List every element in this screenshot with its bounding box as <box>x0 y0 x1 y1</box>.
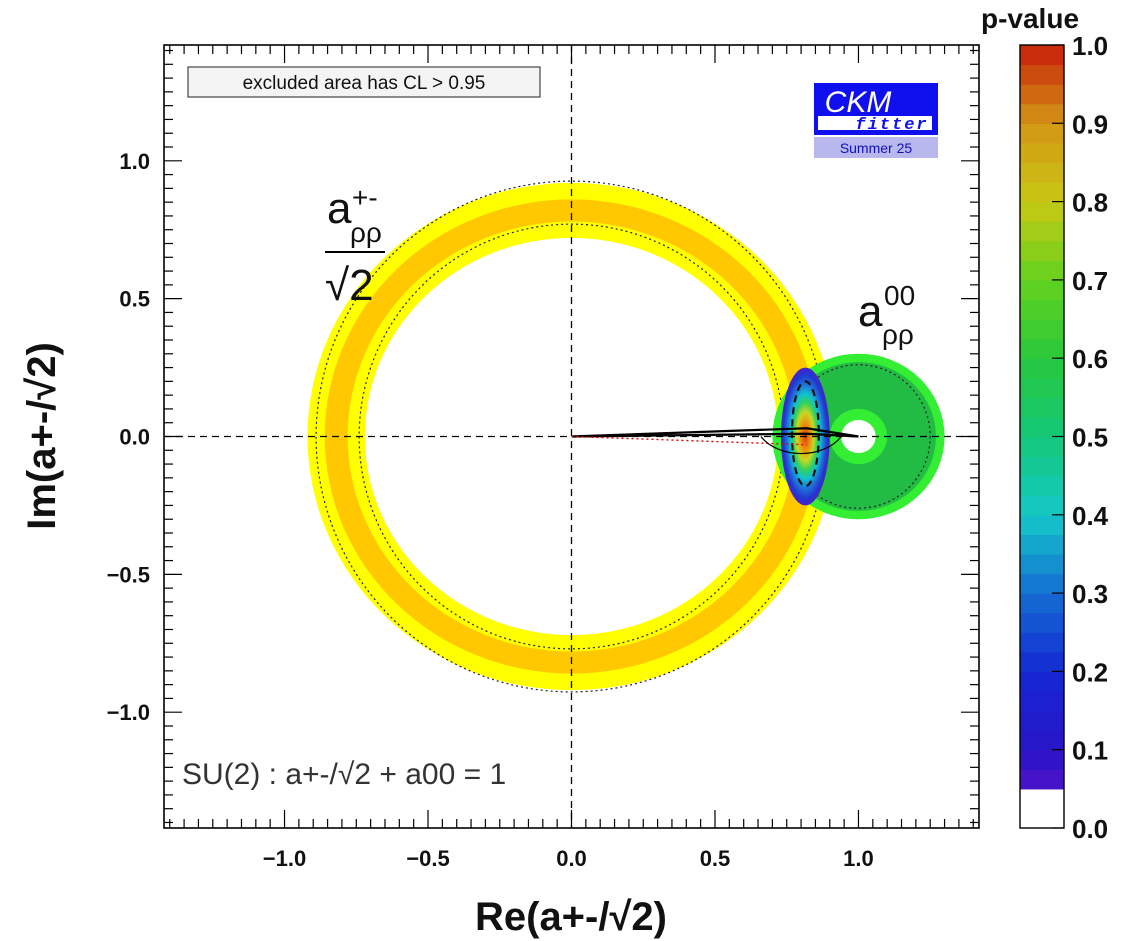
neutral-amplitude-label: a 00 ρρ <box>858 280 915 350</box>
x-tick-label: 0.0 <box>556 846 587 871</box>
colorbar-segment <box>1020 64 1064 85</box>
y-tick-label: 1.0 <box>119 149 150 174</box>
svg-text:+-: +- <box>352 182 378 213</box>
colorbar-tick-label: 0.1 <box>1072 736 1108 766</box>
colorbar-title: p-value <box>981 3 1079 34</box>
colorbar-tick-label: 0.9 <box>1072 109 1108 139</box>
colorbar-segment <box>1020 495 1064 516</box>
colorbar-segment <box>1020 45 1064 66</box>
colorbar-segment <box>1020 730 1064 751</box>
colorbar-segment <box>1020 710 1064 731</box>
colorbar-tick-label: 0.3 <box>1072 579 1108 609</box>
colorbar-segment <box>1020 416 1064 438</box>
colorbar-tick-label: 0.6 <box>1072 344 1108 374</box>
svg-text:00: 00 <box>884 280 915 311</box>
x-tick-label: 0.5 <box>700 846 731 871</box>
colorbar-segment <box>1020 358 1064 379</box>
y-axis-title: Im(a+-/√2) <box>20 342 64 530</box>
su2-triangle-red-line <box>571 435 807 446</box>
su2-relation-label: SU(2) : a+-/√2 + a00 = 1 <box>182 758 506 791</box>
colorbar-segment <box>1020 436 1064 457</box>
colorbar-segment <box>1020 299 1064 320</box>
legend-text: excluded area has CL > 0.95 <box>243 73 486 94</box>
colorbar-segment <box>1020 651 1064 672</box>
colorbar-segment <box>1020 397 1064 418</box>
svg-text:√2: √2 <box>325 261 374 310</box>
colorbar-tick-label: 0.4 <box>1072 501 1109 531</box>
colorbar-segment <box>1020 671 1064 692</box>
colorbar <box>1019 44 1065 829</box>
x-tick-label: −0.5 <box>406 846 449 871</box>
colorbar-segment <box>1020 808 1064 829</box>
colorbar-segment <box>1020 690 1064 712</box>
svg-text:ρρ: ρρ <box>882 319 914 350</box>
colorbar-segment <box>1020 162 1064 183</box>
x-axis-title: Re(a+-/√2) <box>475 895 667 939</box>
colorbar-segment <box>1020 593 1064 614</box>
colorbar-segment <box>1020 319 1064 340</box>
svg-text:Summer 25: Summer 25 <box>840 140 913 156</box>
colorbar-segment <box>1020 514 1064 535</box>
colorbar-segment <box>1020 84 1064 105</box>
x-tick-label: −1.0 <box>263 846 306 871</box>
colorbar-tick-label: 0.7 <box>1072 266 1108 296</box>
colorbar-tick-label: 0.0 <box>1072 814 1108 844</box>
svg-text:a: a <box>858 287 883 336</box>
ckmfitter-logo: CKM fitter Summer 25 <box>814 83 938 158</box>
colorbar-segment <box>1020 221 1064 242</box>
svg-text:a: a <box>327 184 352 233</box>
su2-triangle <box>571 427 859 438</box>
legend-box <box>187 66 541 98</box>
svg-text:fitter: fitter <box>855 116 928 135</box>
colorbar-segment <box>1020 103 1064 124</box>
colorbar-segment <box>1020 456 1064 477</box>
colorbar-labels: 1.0 0.9 0.8 0.7 0.6 0.5 0.4 0.3 0.2 0.1 0.0 <box>1052 31 1109 844</box>
colorbar-tick-label: 0.5 <box>1072 423 1108 453</box>
svg-text:CKM: CKM <box>825 86 892 119</box>
y-tick-label: −1.0 <box>107 700 150 725</box>
y-tick-label: 0.5 <box>119 287 150 312</box>
colorbar-segment <box>1020 749 1064 770</box>
charged-amplitude-label: a +- ρρ √2 <box>325 182 385 310</box>
colorbar-segment <box>1020 182 1064 203</box>
colorbar-segment <box>1020 769 1064 790</box>
x-tick-label: 1.0 <box>843 846 874 871</box>
colorbar-segment <box>1020 201 1064 222</box>
colorbar-segment <box>1020 240 1064 261</box>
colorbar-tick-label: 0.8 <box>1072 188 1108 218</box>
tick-labels: −1.0 −0.5 0.0 0.5 1.0 1.0 0.5 0.0 −0.5 −1.0 <box>107 149 874 871</box>
colorbar-segment <box>1020 632 1064 653</box>
colorbar-segment <box>1020 123 1064 144</box>
colorbar-segment <box>1020 475 1064 496</box>
colorbar-segment <box>1020 553 1064 575</box>
colorbar-segment <box>1020 279 1064 301</box>
colorbar-segment <box>1020 377 1064 398</box>
y-tick-label: −0.5 <box>107 562 150 587</box>
colorbar-segment <box>1020 142 1064 164</box>
colorbar-tick-label: 1.0 <box>1072 31 1108 61</box>
colorbar-segment <box>1020 573 1064 594</box>
svg-text:ρρ: ρρ <box>350 217 382 248</box>
tick-marks <box>164 45 979 828</box>
colorbar-segment <box>1020 788 1064 810</box>
colorbar-segment <box>1020 338 1064 359</box>
colorbar-segment <box>1020 612 1064 633</box>
colorbar-tick-label: 0.2 <box>1072 657 1108 687</box>
colorbar-segment <box>1020 534 1064 555</box>
su2-triangle-arc <box>760 436 842 455</box>
y-tick-label: 0.0 <box>119 425 150 450</box>
colorbar-segment <box>1020 260 1064 281</box>
